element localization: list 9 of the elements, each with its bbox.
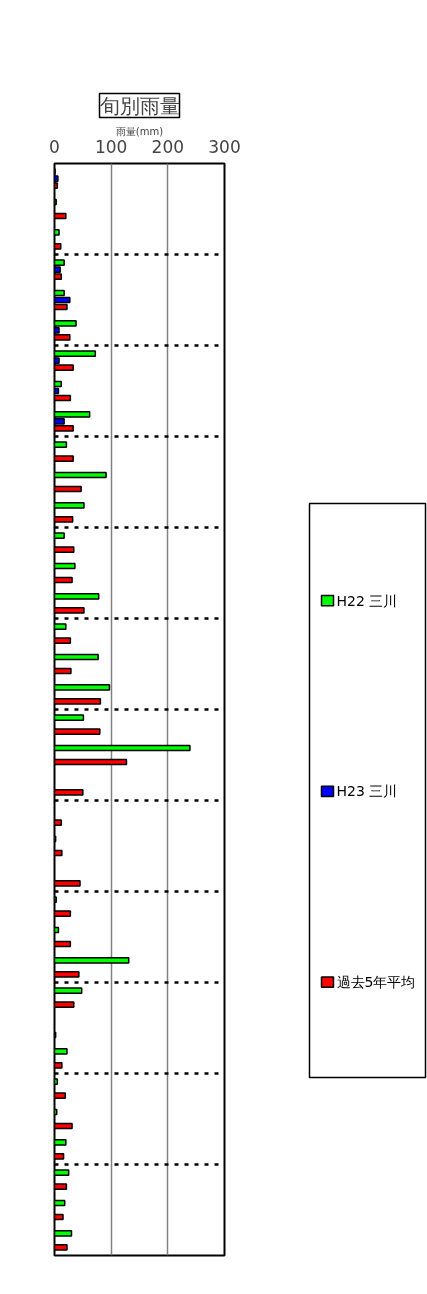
x-tick-label: 100 — [94, 136, 128, 157]
x-axis-title: 雨量(mm) — [115, 125, 164, 137]
x-tick-label: 200 — [151, 136, 185, 157]
legend-label: 過去5年平均 — [336, 974, 416, 991]
legend-label: H22 三川 — [336, 592, 398, 609]
chart-title: 旬別雨量 — [99, 93, 180, 118]
x-tick-label: 300 — [208, 136, 241, 157]
legend-label: H23 三川 — [336, 783, 398, 800]
x-tick-label: 0 — [49, 136, 60, 157]
